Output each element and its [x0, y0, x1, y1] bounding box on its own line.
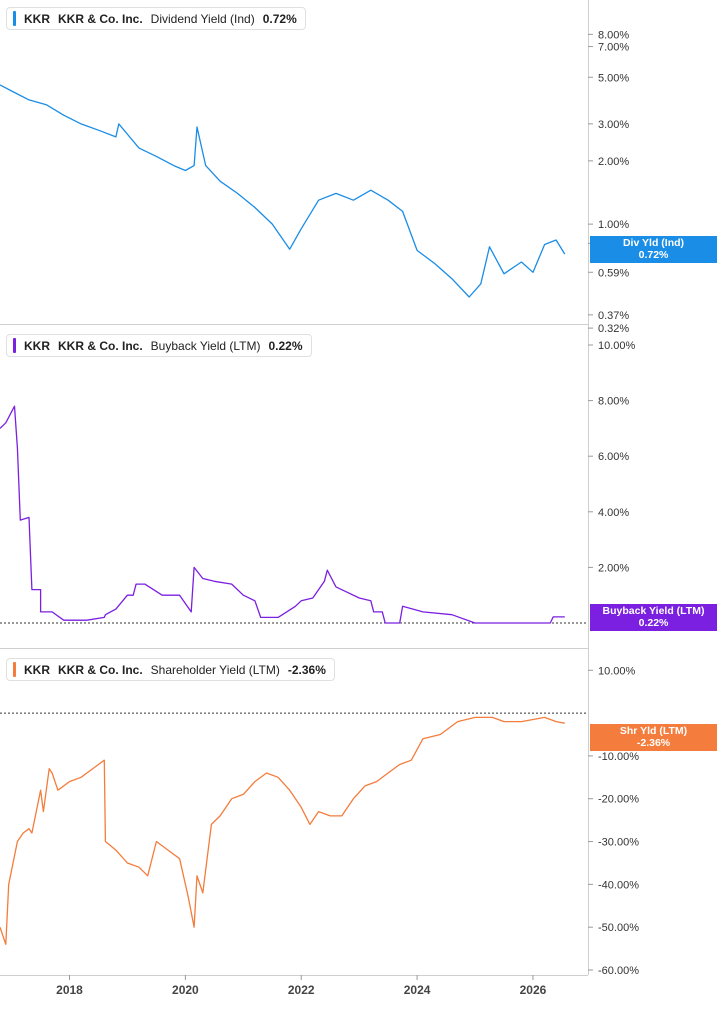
y-tick-label: 4.00% [598, 507, 629, 519]
y-tick-label: 0.59% [598, 267, 629, 279]
y-tick-label: 8.00% [598, 396, 629, 408]
value-tag-value: 0.22% [638, 617, 669, 629]
value-tag-label: Div Yld (Ind) [622, 237, 685, 249]
legend-shareholder-yield[interactable]: KKR KKR & Co. Inc. Shareholder Yield (LT… [6, 658, 335, 681]
value-tag-label: Shr Yld (LTM) [619, 725, 688, 737]
y-tick-label: -50.00% [598, 922, 639, 934]
series-line [0, 716, 565, 945]
x-tick-label: 2022 [288, 983, 315, 997]
legend-swatch [13, 662, 16, 677]
y-tick-label: 1.00% [598, 219, 629, 231]
value-tag-dividend-yield: Div Yld (Ind) 0.72% [590, 236, 717, 263]
legend-ticker: KKR [24, 11, 50, 26]
y-tick-label: 2.00% [598, 562, 629, 574]
legend-ticker: KKR [24, 662, 50, 677]
y-tick-label: -60.00% [598, 965, 639, 977]
y-tick-label: 2.00% [598, 156, 629, 168]
y-tick-label: 0.37% [598, 310, 629, 322]
y-tick-label: 3.00% [598, 119, 629, 131]
legend-value: 0.72% [262, 11, 297, 26]
x-tick-label: 2020 [172, 983, 199, 997]
value-tag-value: 0.72% [638, 249, 669, 261]
y-tick-label: -30.00% [598, 837, 639, 849]
value-tag-label: Buyback Yield (LTM) [602, 605, 705, 617]
y-tick-label: -40.00% [598, 879, 639, 891]
y-tick-label: 10.00% [598, 340, 636, 352]
y-tick-label: 10.00% [598, 665, 636, 677]
series-line [0, 84, 566, 298]
legend-metric: Shareholder Yield (LTM) [150, 662, 280, 677]
x-tick-label: 2018 [56, 983, 83, 997]
legend-value: 0.22% [268, 338, 303, 353]
y-tick-label: 8.00% [598, 29, 629, 41]
x-tick-label: 2026 [520, 983, 547, 997]
y-tick-label: 7.00% [598, 42, 629, 54]
y-tick-label: 5.00% [598, 72, 629, 84]
series-line [0, 405, 565, 624]
legend-buyback-yield[interactable]: KKR KKR & Co. Inc. Buyback Yield (LTM) 0… [6, 334, 312, 357]
legend-metric: Dividend Yield (Ind) [150, 11, 255, 26]
y-tick-label: -20.00% [598, 794, 639, 806]
y-tick-label: 6.00% [598, 451, 629, 463]
value-tag-buyback-yield: Buyback Yield (LTM) 0.22% [590, 604, 717, 631]
legend-company: KKR & Co. Inc. [58, 662, 143, 677]
legend-swatch [13, 11, 16, 26]
legend-metric: Buyback Yield (LTM) [150, 338, 261, 353]
legend-swatch [13, 338, 16, 353]
legend-value: -2.36% [287, 662, 326, 677]
legend-company: KKR & Co. Inc. [58, 338, 143, 353]
legend-dividend-yield[interactable]: KKR KKR & Co. Inc. Dividend Yield (Ind) … [6, 7, 306, 30]
y-tick-label: 0.32% [598, 323, 629, 335]
legend-company: KKR & Co. Inc. [58, 11, 143, 26]
y-tick-label: -10.00% [598, 751, 639, 763]
legend-ticker: KKR [24, 338, 50, 353]
value-tag-value: -2.36% [636, 737, 671, 749]
value-tag-shareholder-yield: Shr Yld (LTM) -2.36% [590, 724, 717, 751]
x-tick-label: 2024 [404, 983, 431, 997]
